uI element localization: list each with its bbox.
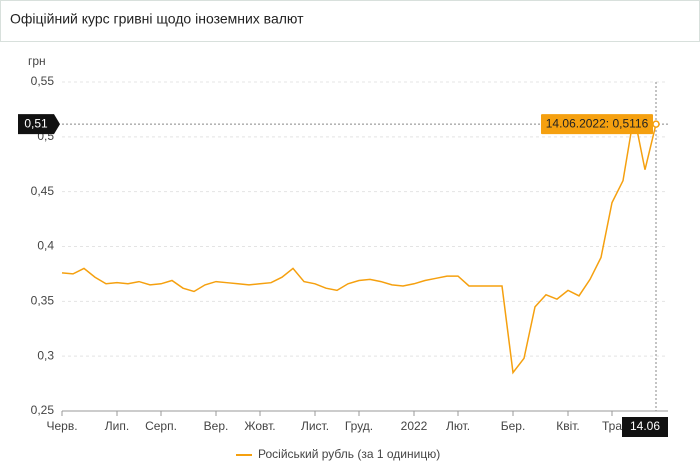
x-tick-label: Лист. xyxy=(301,419,329,433)
x-tick-label: Квіт. xyxy=(556,419,580,433)
x-tick-label: Тра xyxy=(602,419,622,433)
x-tick-label: Лют. xyxy=(446,419,470,433)
y-tick-label: 0,35 xyxy=(31,294,55,308)
legend-label: Російський рубль (за 1 одиницю) xyxy=(258,447,440,461)
series-line xyxy=(61,114,657,375)
tooltip: 14.06.2022: 0,5116 xyxy=(546,116,649,130)
x-tick-label: Бер. xyxy=(501,419,526,433)
crosshair-x-box xyxy=(622,417,668,437)
crosshair-y-box xyxy=(18,114,60,135)
x-tick-label: Лип. xyxy=(105,419,129,433)
x-tick-label: 14.06 xyxy=(630,419,660,433)
y-tick-label: 0,3 xyxy=(37,348,54,362)
x-tick-label: Груд. xyxy=(345,419,373,433)
y-tick-label: 0,25 xyxy=(31,403,55,417)
x-tick-label: Черв. xyxy=(46,419,77,433)
y-axis-label: грн xyxy=(28,54,46,68)
tooltip-box xyxy=(541,114,653,135)
point-marker xyxy=(652,120,660,128)
x-tick-label: Вер. xyxy=(204,419,229,433)
x-tick-label: 2022 xyxy=(401,419,428,433)
header-title: Офіційний курс гривні щодо іноземних вал… xyxy=(10,11,304,27)
x-tick-label: Серп. xyxy=(145,419,177,433)
x-tick-label: Жовт. xyxy=(244,419,275,433)
crosshair-y-label: 0,51 xyxy=(24,116,48,130)
y-tick-label: 0,55 xyxy=(31,74,55,88)
y-tick-label: 0,45 xyxy=(31,184,55,198)
header-box xyxy=(0,0,700,42)
y-tick-label: 0,4 xyxy=(37,239,54,253)
